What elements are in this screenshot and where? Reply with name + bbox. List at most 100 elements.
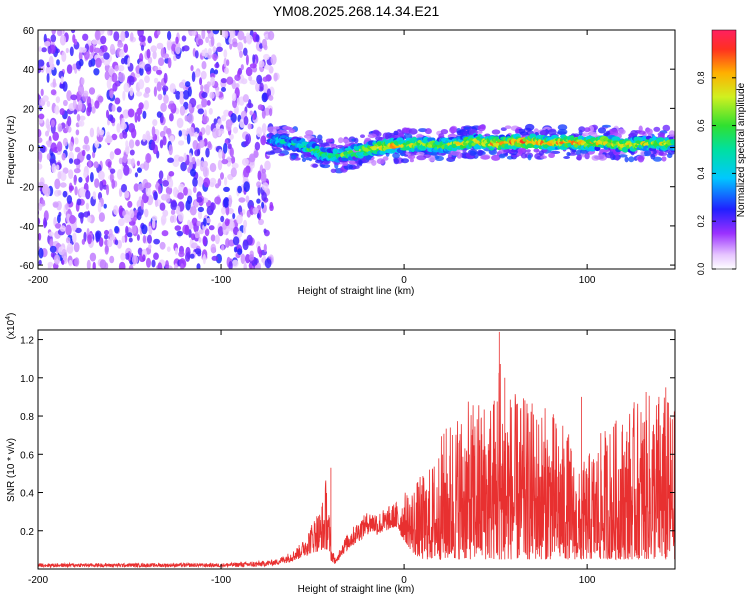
spectrogram-noise-cell (98, 237, 104, 247)
spectrogram-noise-cell (268, 108, 273, 117)
spectrogram-noise-cell (150, 45, 157, 53)
chart-title: YM08.2025.268.14.34.E21 (273, 3, 440, 19)
spectrogram-noise-cell (46, 153, 51, 161)
spectrogram-noise-cell (128, 237, 133, 243)
spectrogram-noise-cell (56, 164, 60, 171)
spectrogram-noise-cell (207, 141, 212, 149)
spectrogram-noise-cell (47, 123, 51, 133)
spectrogram-noise-cell (254, 141, 261, 151)
spectrogram-noise-cell (86, 153, 91, 161)
spectrogram-noise-cell (118, 205, 124, 216)
spectrogram-noise-cell (217, 118, 222, 126)
spectrogram-halo-cell (416, 151, 425, 156)
spectrogram-y-tick-label: -20 (20, 183, 35, 194)
spectrogram-noise-cell (63, 99, 68, 107)
spectrogram-noise-cell (191, 30, 197, 36)
spectrogram-noise-cell (145, 153, 152, 164)
spectrogram-noise-cell (261, 109, 266, 119)
spectrogram-halo-cell (519, 131, 529, 136)
spectrogram-y-ticks: 60 40 20 0 -20 -40 -60 (20, 26, 675, 272)
spectrogram-noise-cell (46, 100, 51, 108)
spectrogram-noise-cell (212, 30, 220, 35)
spectrogram-noise-cell (50, 89, 57, 96)
snr-x-tick-label: 0 (401, 575, 407, 586)
spectrogram-halo-cell (584, 152, 590, 160)
spectrogram-noise-cell (105, 184, 110, 196)
spectrogram-noise-cell (194, 50, 199, 59)
spectrogram-noise-cell (176, 117, 184, 129)
spectrogram-noise-cell (178, 211, 184, 222)
spectrogram-noise-cell (197, 206, 204, 213)
spectrogram-noise-cell (189, 253, 195, 259)
spectrogram-noise-cell (61, 259, 65, 265)
spectrogram-noise-cell (188, 161, 193, 170)
spectrogram-noise-cell (214, 196, 222, 205)
spectrogram-noise-cell (245, 54, 249, 66)
snr-series-line (38, 331, 675, 569)
spectrogram-noise-cell (183, 152, 187, 162)
spectrogram-noise-cell (81, 238, 86, 245)
spectrogram-noise-cell (117, 239, 122, 249)
spectrogram-noise-cell (223, 109, 230, 117)
spectrogram-noise-cell (258, 218, 264, 226)
spectrogram-noise-cell (79, 115, 86, 121)
spectrogram-noise-cell (264, 258, 272, 269)
spectrogram-noise-cell (80, 212, 84, 224)
spectrogram-noise-cell (179, 105, 186, 116)
spectrogram-noise-cell (131, 224, 137, 235)
colorbar-tick-label: 0.0 (696, 263, 706, 276)
spectrogram-noise-cell (261, 92, 268, 103)
spectrogram-noise-cell (190, 65, 194, 72)
spectrogram-noise-cell (109, 151, 115, 160)
spectrogram-noise-cell (74, 186, 78, 196)
spectrogram-noise-cell (227, 143, 232, 150)
spectrogram-noise-cell (43, 33, 47, 44)
spectrogram-noise-cell (87, 234, 92, 245)
spectrogram-noise-cell (191, 71, 196, 82)
spectrogram-noise-cell (81, 149, 86, 157)
spectrogram-noise-cell (83, 135, 89, 145)
spectrogram-noise-cell (56, 59, 60, 66)
spectrogram-noise-cell (98, 212, 105, 223)
spectrogram-noise-cell (176, 230, 184, 237)
spectrogram-noise-cell (89, 127, 95, 138)
spectrogram-noise-cell (94, 100, 100, 109)
spectrogram-noise-cell (210, 243, 217, 254)
spectrogram-noise-cell (215, 183, 220, 189)
spectrogram-noise-cell (72, 98, 77, 109)
spectrogram-halo-cell (320, 163, 331, 169)
spectrogram-noise-cell (185, 81, 191, 88)
spectrogram-noise-cell (59, 34, 67, 46)
spectrogram-noise-cell (213, 69, 219, 75)
spectrogram-noise-cell (38, 201, 43, 211)
spectrogram-halo-cell (518, 149, 523, 155)
snr-y-tick-label: 0.8 (20, 412, 34, 423)
spectrogram-noise-cell (154, 199, 159, 208)
snr-x-axis-label: Height of straight line (km) (298, 584, 415, 595)
snr-y-tick-label: 0.2 (20, 527, 34, 538)
colorbar-tick-label: 0.6 (696, 119, 706, 132)
spectrogram-noise-cell (113, 31, 120, 42)
spectrogram-noise-cell (190, 168, 196, 177)
spectrogram-halo-cell (418, 128, 428, 133)
spectrogram-noise-cell (103, 52, 110, 60)
spectrogram-noise-cell (178, 251, 185, 258)
spectrogram-noise-cell (144, 75, 150, 84)
spectrogram-noise-cell (104, 245, 109, 255)
spectrogram-halo-cell (624, 156, 629, 163)
snr-scale-prefix: (x10 (6, 319, 17, 339)
spectrogram-halo-cell (578, 126, 586, 133)
spectrogram-noise-cell (267, 30, 275, 41)
spectrogram-noise-cell (125, 145, 130, 155)
spectrogram-noise-cell (90, 172, 94, 183)
spectrogram-noise-cell (242, 94, 249, 103)
spectrogram-x-ticks: -200 -100 0 100 (28, 30, 596, 286)
spectrogram-noise-cell (153, 86, 157, 97)
spectrogram-noise-cell (94, 140, 100, 149)
spectrogram-noise-cell (78, 58, 84, 67)
spectrogram-noise-cell (224, 177, 228, 186)
spectrogram-noise-cell (43, 217, 47, 229)
spectrogram-noise-cell (117, 65, 125, 72)
spectrogram-noise-cell (76, 92, 81, 103)
